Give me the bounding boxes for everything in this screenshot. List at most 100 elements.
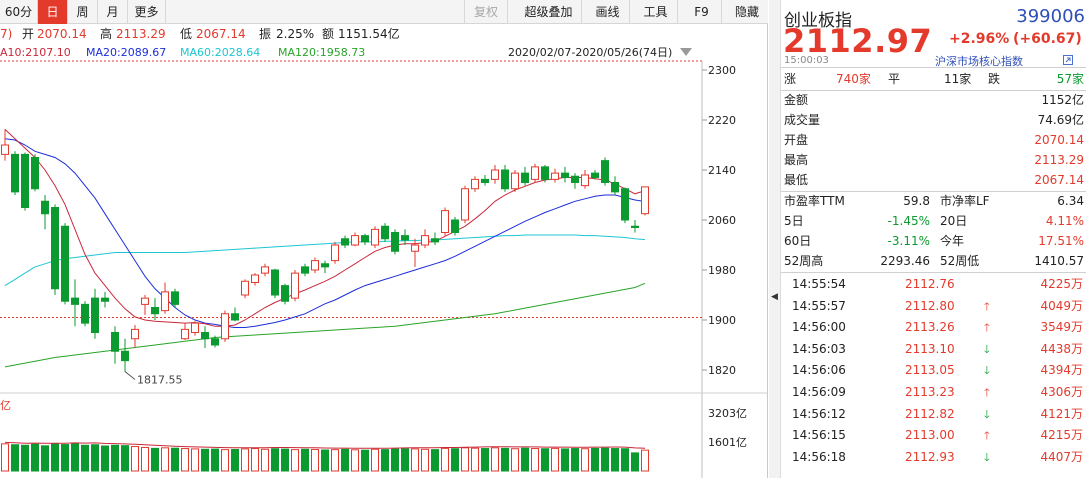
super-overlay-button[interactable]: 超级叠加 xyxy=(516,0,582,24)
candle-body xyxy=(281,285,289,302)
kline-chart-panel: 60分 日 周 月 更多 复权 超级叠加 画线 工具 F9 隐藏 7) 开 20… xyxy=(0,0,768,478)
core-index-link[interactable]: 沪深市场核心指数 xyxy=(935,55,1023,68)
candle-body xyxy=(431,238,439,243)
volume-bar xyxy=(541,448,549,472)
volume-bar xyxy=(431,449,439,472)
hide-button[interactable]: 隐藏 xyxy=(734,5,759,19)
volume-bar xyxy=(171,447,179,472)
candle-body xyxy=(51,207,59,290)
candle-body xyxy=(401,235,409,241)
candle-body xyxy=(251,274,259,283)
breadth-flat-label: 平 xyxy=(888,72,901,86)
candle-body xyxy=(91,297,99,333)
volume-bar xyxy=(281,448,289,472)
tab-60min[interactable]: 60分 xyxy=(0,0,38,24)
kline-canvas[interactable]: 2300 2220 2140 2060 1980 1900 1820 1817.55 3203亿… xyxy=(0,0,768,478)
ma10-line xyxy=(4,129,646,327)
arrow-down-icon: 🡓 xyxy=(984,407,990,421)
candle-body xyxy=(261,266,269,274)
candle-body xyxy=(31,157,39,190)
tick-price: 2113.10 xyxy=(905,341,955,356)
stat-label: 市盈率TTM xyxy=(784,194,845,208)
candle-body xyxy=(461,188,469,221)
tick-time: 14:56:12 xyxy=(792,406,846,421)
low-annotation: 1817.55 xyxy=(137,374,183,387)
volume-unit-label: 亿 xyxy=(0,399,11,412)
tab-monthly[interactable]: 月 xyxy=(98,0,128,24)
candle-body xyxy=(71,297,79,305)
stat-row: 5日 -1.45% 20日 4.11% xyxy=(781,211,1084,231)
range-expand-icon[interactable] xyxy=(678,45,694,59)
volume-bar xyxy=(501,447,509,472)
candle-body xyxy=(581,174,589,187)
ma120-line xyxy=(4,282,646,368)
candle-body xyxy=(221,313,229,340)
tick-time: 14:56:03 xyxy=(792,341,846,356)
y-axis-label: 2140 xyxy=(708,164,736,177)
tick-price: 2113.26 xyxy=(905,320,955,335)
index-name: 创业板指 xyxy=(784,11,852,31)
volume-bar xyxy=(101,445,109,472)
volume-bar xyxy=(381,449,389,472)
candle-body xyxy=(451,219,459,233)
volume-bar xyxy=(451,448,459,472)
tab-daily[interactable]: 日 xyxy=(38,0,68,24)
volume-bar xyxy=(31,443,39,472)
tools-button[interactable]: 工具 xyxy=(634,0,678,24)
external-link-icon[interactable] xyxy=(1063,55,1073,65)
candle-body xyxy=(561,172,569,178)
candle-body xyxy=(81,303,89,324)
tick-time: 14:55:54 xyxy=(792,277,846,291)
field-value: 74.69亿 xyxy=(1037,113,1084,127)
low-label: 低 xyxy=(180,27,193,41)
tick-row: 14:55:57 2112.80 🡑 4049万 xyxy=(781,296,1086,318)
candle-body xyxy=(131,328,139,340)
candle-body xyxy=(631,225,639,228)
volume-bar xyxy=(411,448,419,472)
volume-bar xyxy=(51,442,59,472)
volume-bar xyxy=(641,449,649,472)
tick-volume: 4438万 xyxy=(1040,341,1083,356)
amount-label: 额 xyxy=(322,27,335,41)
change-absolute: (+60.67) xyxy=(1013,31,1082,47)
volume-bar xyxy=(291,449,299,472)
stat-value: -1.45% xyxy=(887,214,930,228)
candle-body xyxy=(11,153,19,193)
candle-body xyxy=(111,332,119,352)
high-value: 2113.29 xyxy=(116,27,166,41)
high-label: 高 xyxy=(100,27,113,41)
stat-row: 60日 -3.11% 今年 17.51% xyxy=(781,231,1084,251)
volume-bar xyxy=(161,447,169,472)
volume-bar xyxy=(571,448,579,472)
field-row: 最高 2113.29 xyxy=(781,150,1084,170)
tick-row: 14:56:09 2113.23 🡑 4306万 xyxy=(781,382,1086,404)
volume-bar xyxy=(301,448,309,472)
ma20-line xyxy=(4,138,646,328)
tick-row: 14:56:06 2113.05 🡓 4394万 xyxy=(781,360,1086,382)
panel-splitter[interactable]: ◀ xyxy=(769,0,781,478)
date-range-label: 2020/02/07-2020/05/26(74日) xyxy=(508,46,673,59)
restore-rights-button[interactable]: 复权 xyxy=(464,0,508,24)
candle-body xyxy=(511,172,519,190)
candle-body xyxy=(391,232,399,252)
candle-body xyxy=(471,178,479,190)
candle-body xyxy=(381,225,389,240)
collapse-arrow-icon[interactable]: ◀ xyxy=(771,292,778,302)
candle-body xyxy=(171,291,179,305)
draw-line-button[interactable]: 画线 xyxy=(586,0,630,24)
f9-button[interactable]: F9 xyxy=(682,0,722,24)
ma20-legend: MA20:2089.67 xyxy=(86,46,167,59)
tab-weekly[interactable]: 周 xyxy=(68,0,98,24)
volume-bar xyxy=(311,448,319,472)
breadth-up-value: 740家 xyxy=(836,72,871,86)
field-value: 2067.14 xyxy=(1034,173,1084,187)
candle-body xyxy=(191,322,199,333)
volume-bar xyxy=(191,448,199,472)
stat-label: 52周低 xyxy=(940,254,980,268)
volume-bar xyxy=(521,447,529,472)
tab-more[interactable]: 更多 xyxy=(128,0,166,24)
arrow-up-icon: 🡑 xyxy=(984,429,990,443)
ma-legend: A10:2107.10 MA20:2089.67 MA60:2028.64 MA… xyxy=(0,44,700,61)
volume-bar xyxy=(391,448,399,472)
quote-time: 15:00:03 xyxy=(784,55,829,66)
